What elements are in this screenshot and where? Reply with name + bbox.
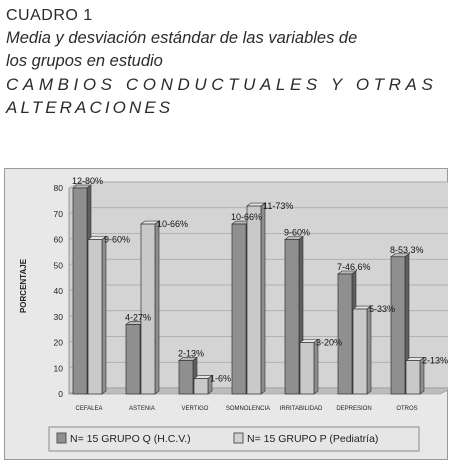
bar [72, 187, 88, 395]
bar [87, 239, 103, 395]
x-category-label: ASTENIA [129, 406, 155, 412]
bar [390, 256, 406, 395]
bar-data-label: 4-27% [125, 312, 151, 322]
bar-data-label: 11-73% [263, 201, 293, 211]
x-category-label: CEFALEA [75, 406, 102, 412]
bar-data-label: 1-6% [210, 374, 231, 384]
legend: N= 15 GRUPO Q (H.C.V.) N= 15 GRUPO P (Pe… [48, 426, 420, 452]
y-tick-label: 70 [54, 209, 64, 219]
bar-data-label: 7-46,6% [337, 262, 371, 272]
legend-label-p: N= 15 GRUPO P (Pediatría) [247, 433, 378, 445]
bar [352, 308, 368, 395]
bar [193, 378, 209, 395]
bar [231, 223, 247, 395]
data-labels: 12-80%9-60%4-27%10-66%2-13%1-6%10-66%11-… [72, 176, 448, 384]
table-caption: CUADRO 1 Media y desviación estándar de … [6, 4, 451, 119]
y-tick-label: 30 [54, 312, 64, 322]
bar-data-label: 10-66% [157, 219, 188, 229]
bar-data-label: 10-66% [231, 212, 262, 222]
caption-description-line2: los grupos en estudio [6, 52, 163, 70]
bar-data-label: 12-80% [72, 176, 103, 186]
bar-side [366, 305, 372, 395]
x-category-label: VERTIGO [182, 406, 209, 412]
y-tick-label: 0 [58, 389, 63, 399]
bar-chart: 0 10 20 30 40 50 60 70 80 PORCENTAJE 12-80% 9-60%… [4, 168, 453, 460]
bar [284, 239, 300, 395]
bar [246, 205, 262, 395]
bar-chart-svg: 0 10 20 30 40 50 60 70 80 PORCENTAJE 12-80% 9-60%… [4, 168, 453, 460]
bar [405, 360, 421, 395]
bar-side [313, 338, 319, 395]
bar [125, 324, 141, 395]
bar [299, 342, 315, 395]
bar-data-label: 9-60% [104, 235, 130, 245]
y-tick-label: 50 [54, 260, 64, 270]
caption-subtitle-line2: ALTERACIONES [6, 98, 174, 117]
bar-data-label: 5-33% [369, 304, 395, 314]
bar-data-label: 9-60% [284, 228, 310, 238]
y-tick-label: 60 [54, 235, 64, 245]
x-category-label: DEPRESION [336, 406, 371, 412]
y-tick-label: 20 [54, 338, 64, 348]
bar-side [101, 235, 107, 395]
bar-data-label: 2-13% [178, 349, 204, 359]
x-category-label: IRRITABILIDAD [280, 406, 323, 412]
y-tick-label: 80 [54, 183, 64, 193]
y-axis-label: PORCENTAJE [19, 258, 28, 313]
caption-description-line1: Media y desviación estándar de las varia… [6, 29, 358, 47]
bar-data-label: 2-13% [422, 356, 448, 366]
caption-subtitle-line1: CAMBIOS CONDUCTUALES Y OTRAS [6, 75, 438, 94]
bar-side [260, 202, 266, 395]
legend-label-q: N= 15 GRUPO Q (H.C.V.) [70, 433, 191, 445]
bars [72, 184, 425, 395]
x-axis-categories: CEFALEA ASTENIA VERTIGO SOMNOLENCIA IRRITABI… [75, 406, 417, 412]
x-category-label: OTROS [396, 406, 417, 412]
bar [140, 223, 156, 395]
legend-swatch-q [56, 432, 67, 444]
bar-data-label: 3-20% [316, 338, 342, 348]
legend-swatch-p [233, 432, 244, 444]
y-tick-label: 40 [54, 286, 64, 296]
bar [337, 273, 353, 395]
bar-data-label: 8-53,3% [390, 245, 424, 255]
bar-side [154, 220, 160, 395]
y-tick-label: 10 [54, 363, 64, 373]
grid-line [68, 181, 452, 189]
x-category-label: SOMNOLENCIA [226, 406, 270, 412]
caption-number: CUADRO 1 [6, 7, 93, 24]
bar [178, 360, 194, 395]
y-axis-ticks: 0 10 20 30 40 50 60 70 80 [54, 183, 64, 399]
